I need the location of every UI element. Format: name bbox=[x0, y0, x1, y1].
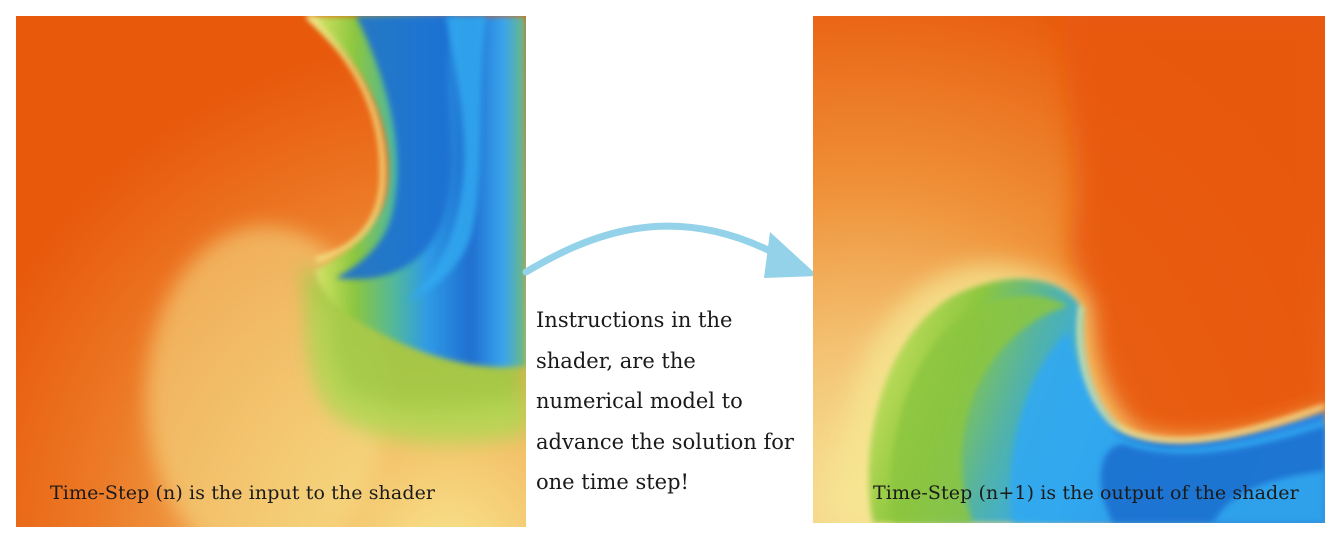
instructions-line: shader, are the bbox=[536, 348, 696, 373]
instructions-line: one time step! bbox=[536, 470, 689, 494]
instructions-line: advance the solution for bbox=[536, 429, 794, 454]
instructions-text: Instructions in the shader, are the nume… bbox=[536, 300, 808, 503]
time-step-n-plus-1-field bbox=[813, 16, 1325, 523]
curved-arrow-right-icon bbox=[522, 222, 818, 278]
time-step-n-caption: Time-Step (n) is the input to the shader bbox=[50, 482, 436, 504]
time-step-n-plus-1-panel: Time-Step (n+1) is the output of the sha… bbox=[813, 16, 1325, 523]
instructions-line: numerical model to bbox=[536, 389, 743, 413]
instructions-line: Instructions in the bbox=[536, 308, 733, 332]
time-step-n-plus-1-caption: Time-Step (n+1) is the output of the sha… bbox=[873, 482, 1299, 504]
time-step-n-panel: Time-Step (n) is the input to the shader bbox=[16, 16, 526, 527]
time-step-n-field bbox=[16, 16, 526, 527]
